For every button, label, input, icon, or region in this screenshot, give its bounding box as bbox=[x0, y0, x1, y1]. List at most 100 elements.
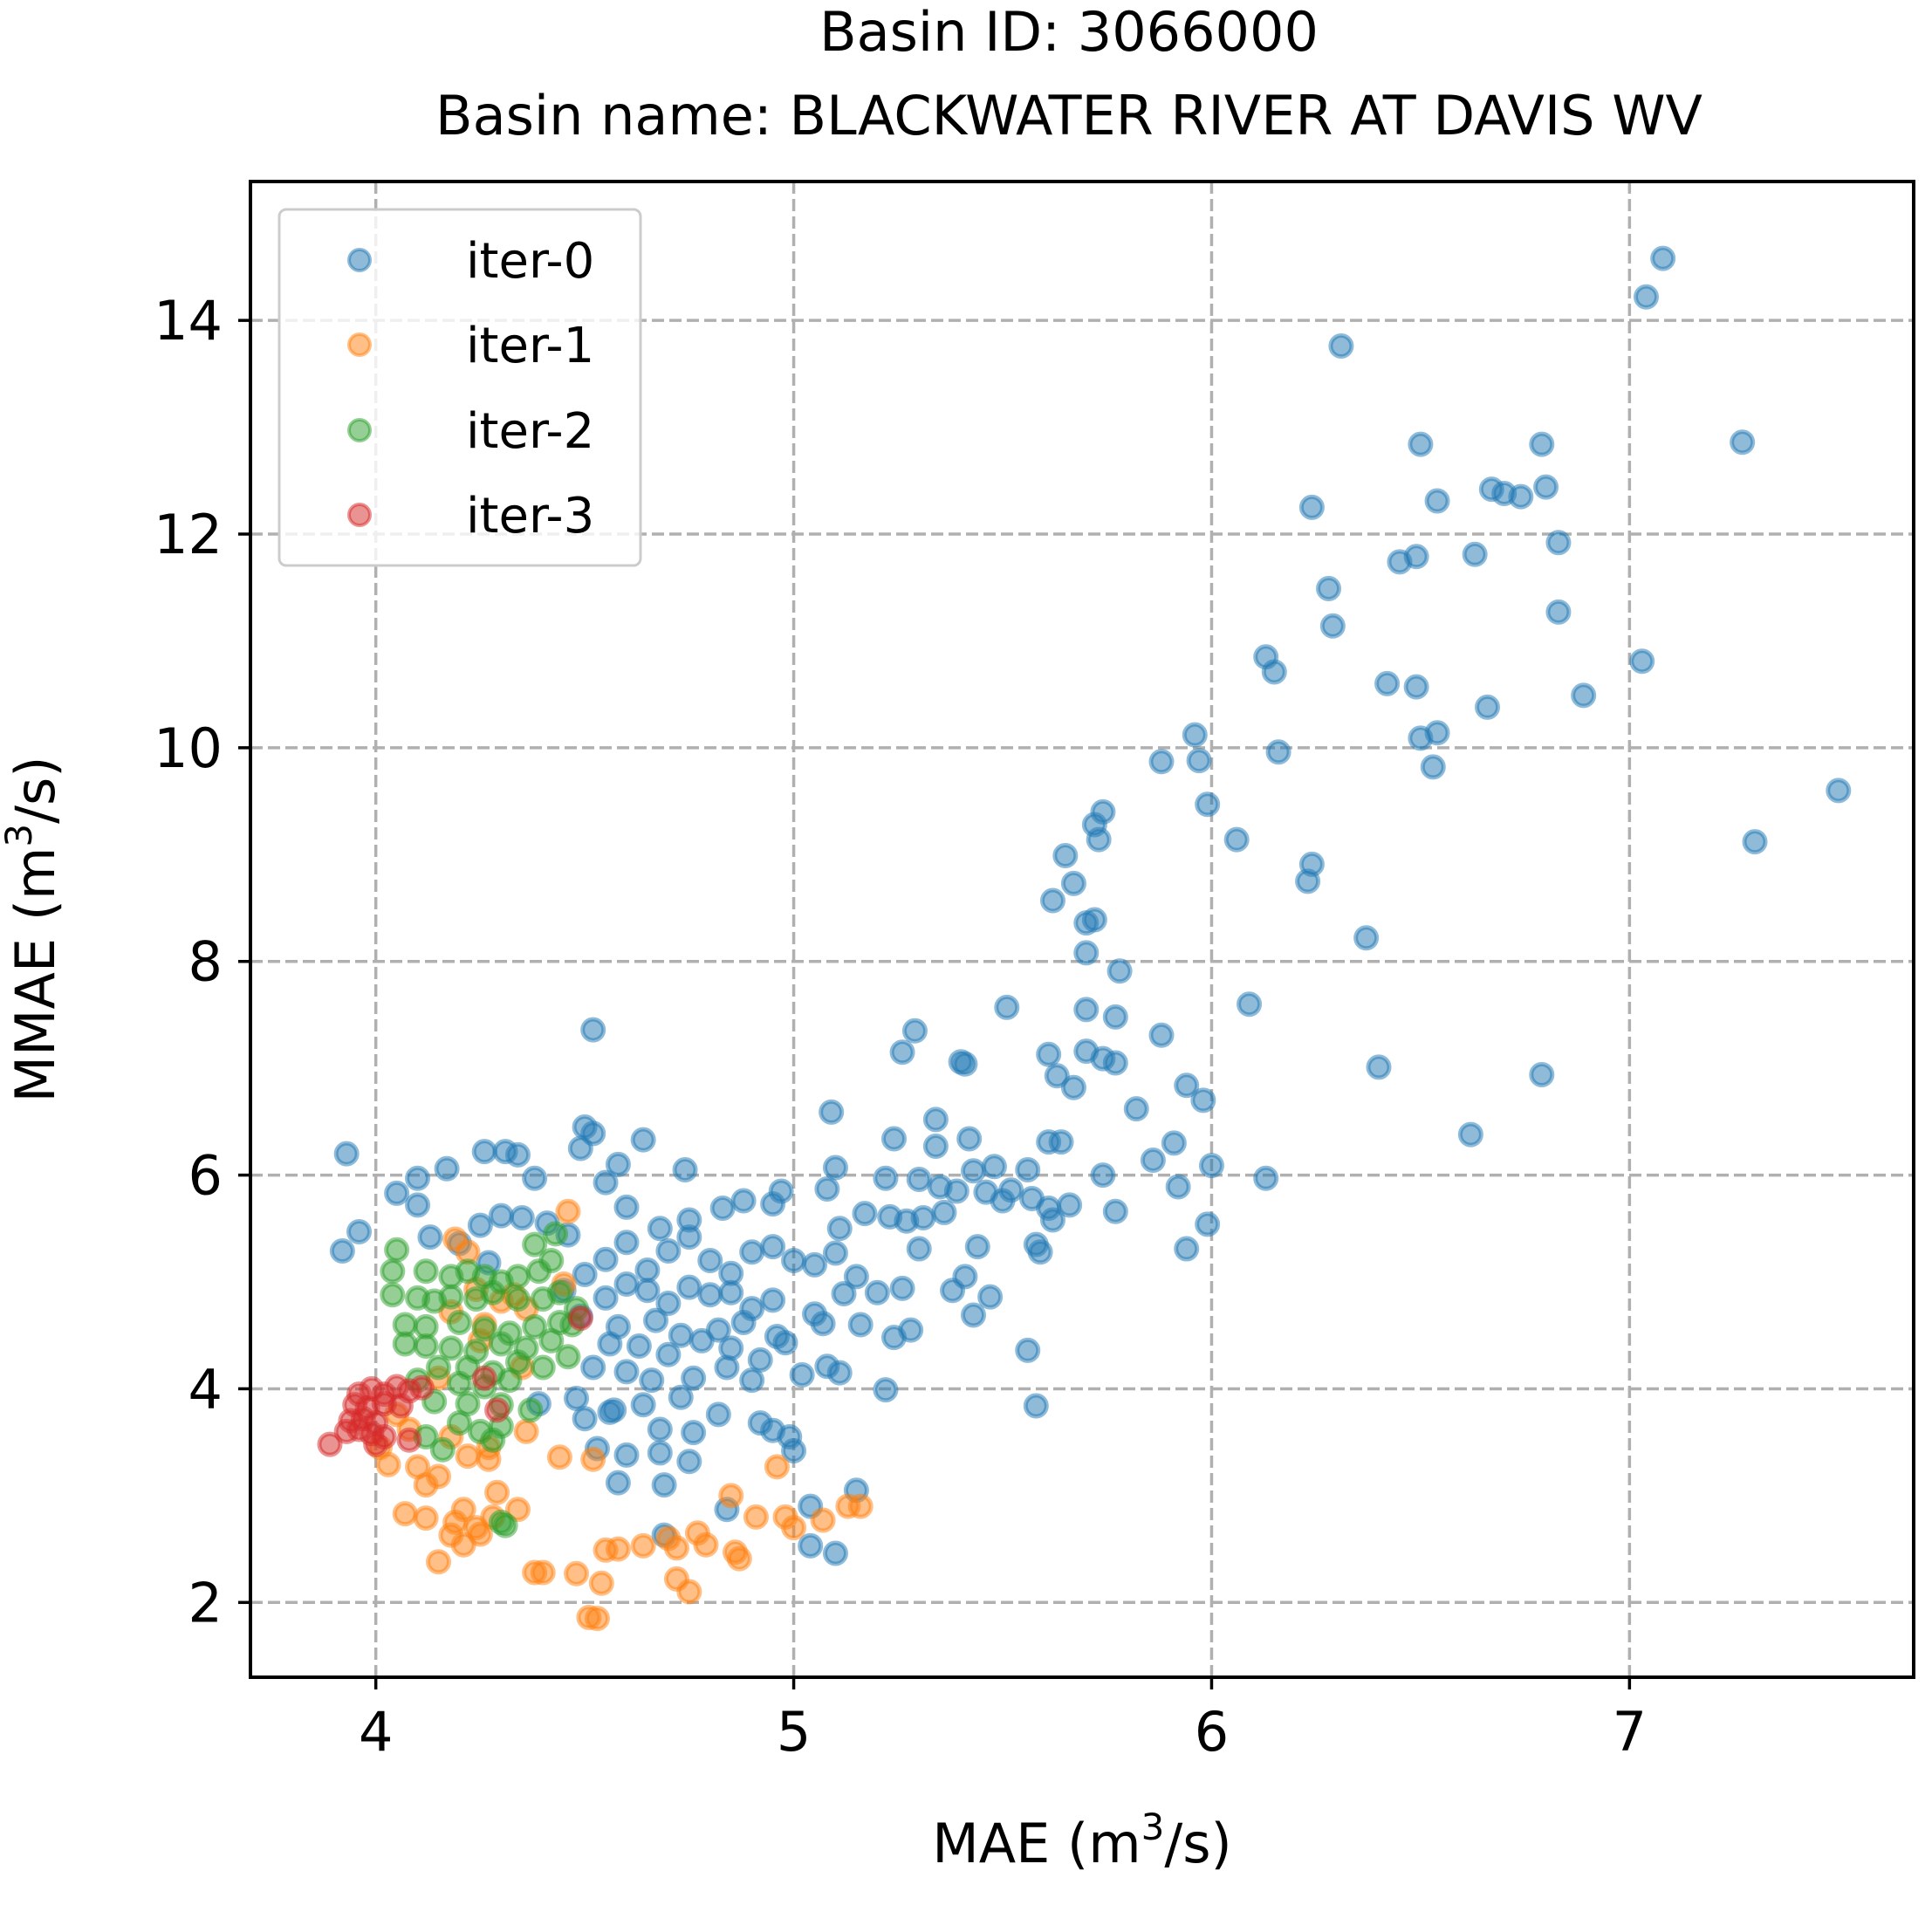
point-iter-0 bbox=[739, 1239, 765, 1265]
point-iter-0 bbox=[1319, 613, 1346, 639]
point-iter-2 bbox=[438, 1335, 464, 1361]
point-iter-1 bbox=[513, 1418, 539, 1444]
point-iter-0 bbox=[1102, 1004, 1128, 1030]
point-iter-0 bbox=[1408, 431, 1434, 457]
point-iter-2 bbox=[384, 1237, 410, 1263]
point-iter-1 bbox=[630, 1532, 656, 1559]
point-iter-0 bbox=[964, 1234, 990, 1260]
legend-marker-iter-0 bbox=[347, 248, 372, 272]
point-iter-3 bbox=[396, 1427, 422, 1453]
point-iter-0 bbox=[1015, 1337, 1041, 1363]
point-iter-2 bbox=[392, 1331, 418, 1357]
point-iter-0 bbox=[643, 1307, 669, 1333]
point-iter-0 bbox=[747, 1347, 773, 1373]
point-iter-0 bbox=[1102, 1050, 1128, 1076]
point-iter-0 bbox=[1148, 749, 1175, 775]
point-iter-0 bbox=[1195, 791, 1221, 818]
point-iter-0 bbox=[697, 1282, 723, 1308]
point-iter-0 bbox=[329, 1238, 355, 1264]
point-iter-0 bbox=[1475, 694, 1501, 720]
point-iter-0 bbox=[1123, 1096, 1149, 1122]
point-iter-0 bbox=[981, 1154, 1007, 1180]
point-iter-0 bbox=[1328, 333, 1354, 360]
y-tick-label: 4 bbox=[188, 1357, 223, 1421]
point-iter-0 bbox=[1316, 575, 1342, 601]
point-iter-2 bbox=[380, 1258, 406, 1285]
point-iter-0 bbox=[1298, 494, 1325, 520]
point-iter-0 bbox=[1403, 544, 1429, 570]
point-iter-1 bbox=[555, 1198, 581, 1224]
point-iter-0 bbox=[730, 1188, 757, 1214]
point-iter-0 bbox=[994, 994, 1020, 1020]
point-iter-0 bbox=[1052, 843, 1079, 869]
legend-marker-iter-1 bbox=[347, 332, 372, 357]
point-iter-0 bbox=[634, 1278, 661, 1304]
legend-marker-iter-3 bbox=[347, 503, 372, 527]
point-iter-0 bbox=[630, 1127, 656, 1153]
point-iter-0 bbox=[634, 1257, 661, 1284]
point-iter-0 bbox=[714, 1354, 740, 1381]
point-iter-0 bbox=[910, 1205, 936, 1231]
point-iter-0 bbox=[802, 1251, 828, 1278]
point-iter-0 bbox=[730, 1310, 757, 1336]
point-iter-0 bbox=[814, 1176, 840, 1203]
y-tick-label: 12 bbox=[154, 503, 223, 566]
legend-label-iter-2: iter-2 bbox=[466, 403, 594, 460]
point-iter-1 bbox=[455, 1443, 481, 1470]
point-iter-0 bbox=[593, 1285, 619, 1311]
point-iter-0 bbox=[1237, 991, 1263, 1018]
point-iter-0 bbox=[760, 1287, 786, 1313]
point-iter-0 bbox=[906, 1236, 932, 1262]
y-tick-label: 14 bbox=[154, 289, 223, 353]
point-iter-0 bbox=[810, 1311, 836, 1337]
point-iter-0 bbox=[901, 1018, 928, 1044]
point-iter-0 bbox=[1048, 1129, 1074, 1155]
point-iter-0 bbox=[676, 1449, 702, 1475]
point-iter-1 bbox=[726, 1545, 752, 1572]
point-iter-0 bbox=[873, 1165, 899, 1191]
point-iter-0 bbox=[922, 1107, 949, 1133]
point-iter-2 bbox=[538, 1327, 565, 1353]
point-iter-1 bbox=[564, 1560, 590, 1586]
point-iter-0 bbox=[931, 1199, 957, 1225]
point-iter-2 bbox=[438, 1284, 464, 1310]
legend-box bbox=[277, 208, 642, 567]
point-iter-0 bbox=[898, 1317, 924, 1343]
point-iter-2 bbox=[492, 1512, 518, 1538]
series-iter-3 bbox=[317, 1305, 593, 1457]
point-iter-3 bbox=[363, 1431, 389, 1457]
point-iter-0 bbox=[1102, 1198, 1128, 1224]
point-iter-0 bbox=[601, 1397, 627, 1423]
point-iter-1 bbox=[530, 1559, 556, 1586]
point-iter-0 bbox=[1529, 1062, 1555, 1088]
y-axis-label: MMAE (m3/s) bbox=[0, 757, 67, 1103]
point-iter-0 bbox=[676, 1224, 702, 1251]
point-iter-0 bbox=[781, 1437, 807, 1463]
point-iter-0 bbox=[605, 1151, 631, 1177]
point-iter-0 bbox=[781, 1248, 807, 1274]
point-iter-3 bbox=[567, 1305, 593, 1332]
point-iter-0 bbox=[672, 1156, 698, 1182]
point-iter-2 bbox=[426, 1354, 452, 1381]
point-iter-0 bbox=[651, 1472, 677, 1498]
point-iter-0 bbox=[1039, 1207, 1065, 1233]
point-iter-0 bbox=[956, 1126, 983, 1152]
point-iter-0 bbox=[1081, 907, 1107, 933]
point-iter-1 bbox=[663, 1535, 689, 1561]
point-iter-0 bbox=[873, 1377, 899, 1403]
point-iter-0 bbox=[689, 1327, 715, 1353]
point-iter-0 bbox=[1086, 826, 1112, 853]
point-iter-0 bbox=[434, 1155, 460, 1182]
point-iter-0 bbox=[1295, 868, 1321, 894]
point-iter-0 bbox=[1195, 1211, 1221, 1237]
x-axis-label: MAE (m3/s) bbox=[932, 1806, 1232, 1875]
point-iter-1 bbox=[693, 1532, 719, 1558]
point-iter-0 bbox=[522, 1165, 548, 1191]
point-iter-0 bbox=[889, 1275, 915, 1301]
point-iter-0 bbox=[1261, 659, 1287, 685]
point-iter-0 bbox=[1073, 997, 1100, 1023]
point-iter-0 bbox=[943, 1178, 969, 1204]
point-iter-0 bbox=[826, 1216, 853, 1242]
point-iter-0 bbox=[1253, 1165, 1279, 1191]
point-iter-1 bbox=[375, 1451, 401, 1477]
